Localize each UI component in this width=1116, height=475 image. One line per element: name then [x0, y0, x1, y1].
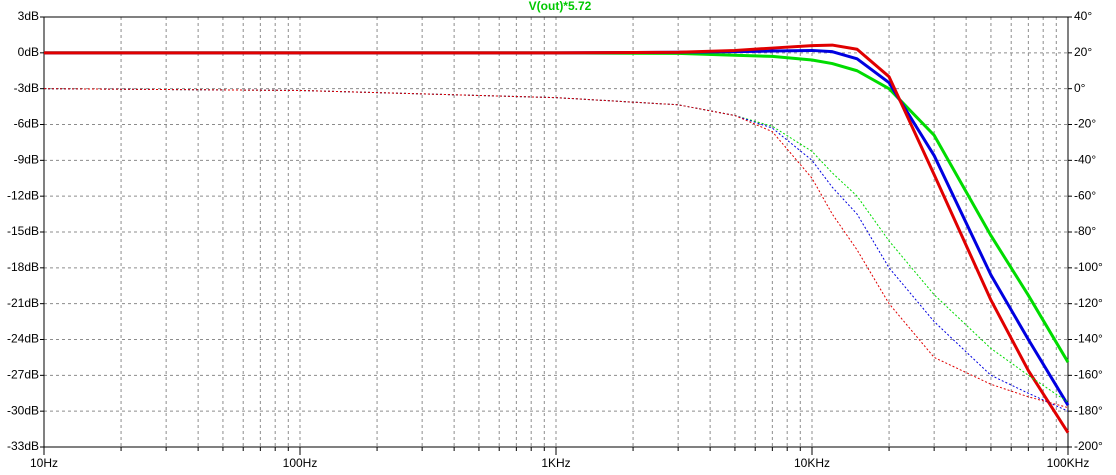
x-tick-label: 100KHz	[1047, 456, 1090, 470]
x-tick-label: 100Hz	[283, 456, 318, 470]
y-tick-label: -33dB	[7, 439, 39, 453]
y-tick-label: -27dB	[7, 368, 39, 382]
y-tick-label: -9dB	[14, 153, 39, 167]
plot-frame	[43, 16, 1069, 448]
y-tick-label: -24dB	[7, 332, 39, 346]
y2-tick-label: -200°	[1074, 439, 1103, 453]
y-tick-label: -30dB	[7, 403, 39, 417]
y-tick-label: 0dB	[18, 45, 39, 59]
y2-tick-label: -80°	[1074, 224, 1096, 238]
y2-tick-label: 40°	[1074, 9, 1092, 23]
x-tick-label: 10Hz	[30, 456, 58, 470]
x-tick-label: 10KHz	[794, 456, 830, 470]
x-tick-label: 1KHz	[541, 456, 570, 470]
y-tick-label: -12dB	[7, 188, 39, 202]
y2-tick-label: -100°	[1074, 260, 1103, 274]
y2-tick-label: -60°	[1074, 188, 1096, 202]
y2-tick-label: -160°	[1074, 368, 1103, 382]
y2-tick-label: -180°	[1074, 403, 1103, 417]
y-tick-label: -18dB	[7, 260, 39, 274]
magnitude-line	[44, 51, 1070, 363]
magnitude-line	[44, 43, 1070, 434]
y2-tick-label: -120°	[1074, 296, 1103, 310]
y2-tick-label: 0°	[1074, 81, 1086, 95]
y-tick-label: -3dB	[14, 81, 39, 95]
y-tick-label: -15dB	[7, 224, 39, 238]
y2-tick-label: -140°	[1074, 332, 1103, 346]
y2-tick-label: -40°	[1074, 153, 1096, 167]
phase-line	[43, 88, 1069, 409]
y-tick-label: -21dB	[7, 296, 39, 310]
y2-tick-label: -20°	[1074, 117, 1096, 131]
chart-title: V(out)*5.72	[529, 0, 592, 13]
y-tick-label: -6dB	[14, 117, 39, 131]
y-tick-label: 3dB	[18, 9, 39, 23]
y2-tick-label: 20°	[1074, 45, 1092, 59]
